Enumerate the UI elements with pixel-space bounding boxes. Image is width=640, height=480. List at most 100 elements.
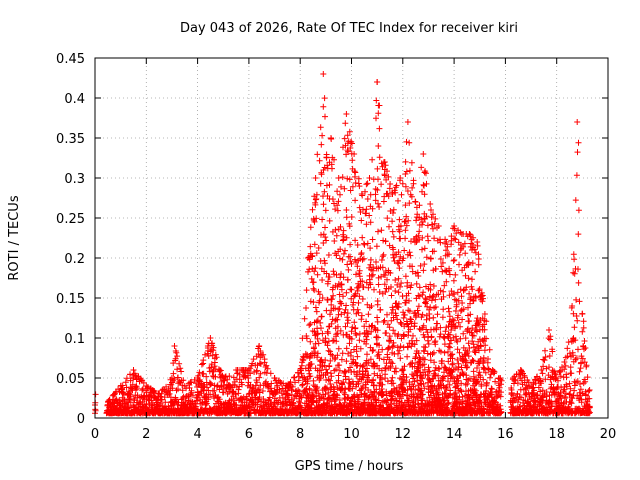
data-point [363,336,370,343]
data-point [371,286,377,293]
data-point [358,316,365,323]
data-point [311,268,318,275]
data-point [306,322,313,329]
data-point [318,231,324,238]
data-point [404,353,411,360]
data-point [392,288,399,294]
data-point [322,357,329,364]
data-point [369,271,376,278]
data-point [250,356,257,363]
data-point [455,363,462,370]
data-point [319,277,326,283]
data-point [320,201,327,208]
data-point [317,180,324,187]
data-point [475,261,482,268]
data-point [315,340,322,347]
data-point [254,367,260,374]
data-point [384,215,391,222]
data-point [571,382,578,389]
data-point [396,265,403,272]
data-point [318,313,325,320]
data-point [576,298,583,305]
data-point [378,227,385,234]
data-point [256,389,263,396]
data-point [376,154,383,161]
data-point [383,330,390,336]
data-point [179,387,186,394]
data-point [452,271,459,278]
data-point [348,260,355,267]
data-point [567,364,574,371]
data-point [210,344,217,351]
data-point [325,347,332,354]
data-point [439,314,446,321]
data-point [575,139,582,146]
data-point [176,360,183,367]
data-point [140,385,146,392]
data-point [212,373,219,380]
data-point [421,245,428,252]
data-point [162,399,169,406]
data-point [347,145,354,151]
data-point [375,143,382,149]
data-point [334,392,341,399]
data-point [441,349,448,356]
x-axis-label: GPS time / hours [295,459,404,474]
data-point [387,181,394,187]
data-point [316,397,323,404]
data-point [257,370,264,377]
data-point [322,260,328,267]
data-point [320,103,327,110]
data-point [419,246,425,253]
data-point [319,330,326,337]
data-point [305,268,311,275]
data-point [369,156,376,163]
data-point [574,149,581,156]
y-tick-label: 0.45 [56,52,85,67]
data-point [402,273,409,280]
data-point [200,357,207,364]
data-point [169,385,176,392]
data-point [230,374,237,381]
data-point [322,234,329,241]
data-point [458,231,465,237]
data-point [317,375,324,382]
data-point [321,95,328,102]
data-point [420,151,427,157]
data-point [354,353,361,360]
data-point [331,356,338,363]
data-point [395,260,402,267]
data-point [209,373,216,379]
data-point [337,223,344,230]
data-point [244,396,251,403]
data-point [175,386,181,393]
data-point [261,359,268,366]
y-tick-label: 0.05 [56,372,85,387]
data-point [356,267,363,274]
data-point [323,366,330,373]
data-point [354,242,361,248]
data-point [158,390,165,397]
data-point [344,261,351,268]
data-point [335,311,342,318]
data-point [179,382,186,389]
data-point [343,289,350,296]
data-point [332,305,339,312]
data-point [385,345,392,352]
data-point [308,275,315,282]
y-axis-label: ROTI / TECUs [7,195,22,280]
data-point [314,271,321,278]
data-point [343,111,350,117]
data-point [378,181,385,188]
data-point [342,120,349,127]
data-point [343,207,350,213]
x-tick-label: 14 [446,427,463,442]
data-point [205,347,212,354]
data-point [451,290,458,297]
data-point [340,237,346,244]
data-point [568,370,575,377]
data-point [310,279,317,286]
data-point [451,257,458,263]
data-point [563,374,570,381]
data-points [92,71,593,417]
